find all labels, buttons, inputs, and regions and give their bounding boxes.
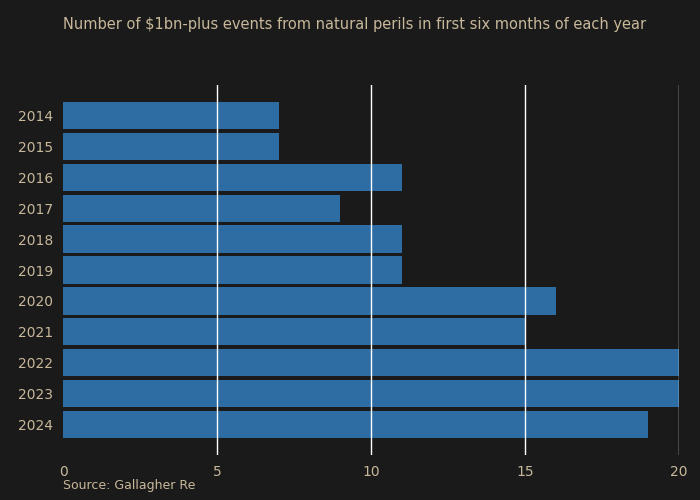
Bar — [63, 349, 679, 376]
Bar — [63, 164, 402, 191]
Bar — [63, 102, 279, 129]
Text: Number of $1bn-plus events from natural perils in first six months of each year: Number of $1bn-plus events from natural … — [63, 18, 646, 32]
Bar — [63, 318, 525, 345]
Bar — [63, 132, 279, 160]
Bar — [63, 380, 679, 407]
Bar — [63, 194, 340, 222]
Text: Source: Gallagher Re: Source: Gallagher Re — [63, 480, 195, 492]
Bar — [63, 411, 648, 438]
Bar — [63, 288, 556, 314]
Bar — [63, 226, 402, 252]
Bar — [63, 256, 402, 283]
